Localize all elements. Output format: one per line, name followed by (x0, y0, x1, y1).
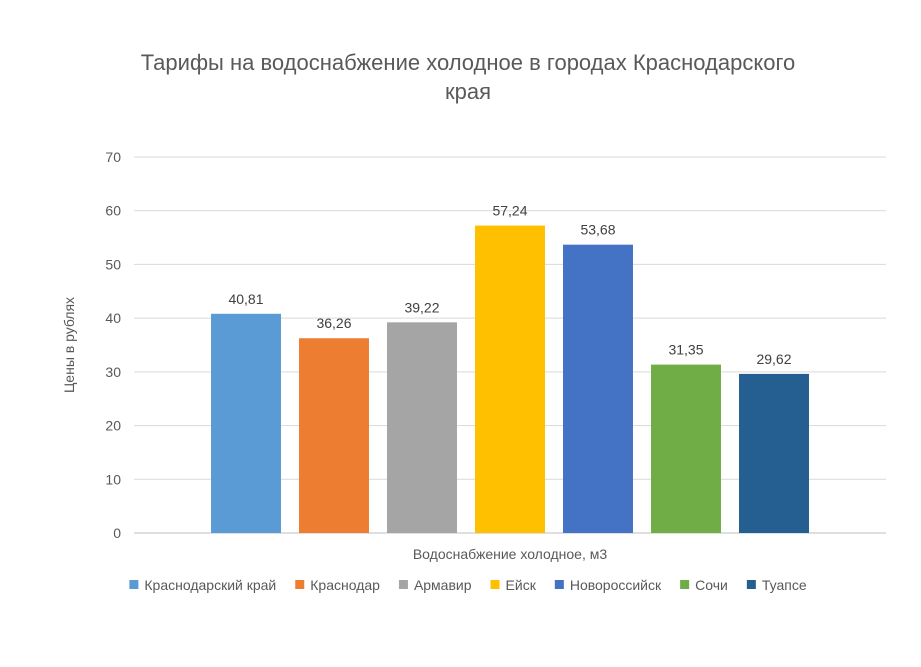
legend-item[interactable]: Ейск (490, 577, 537, 593)
bar[interactable] (651, 364, 721, 533)
bars (211, 225, 809, 533)
legend-item[interactable]: Сочи (680, 577, 728, 593)
y-tick-label: 20 (105, 418, 121, 434)
y-axis-ticks: 0 10 20 30 40 50 60 70 (105, 149, 121, 541)
bar[interactable] (299, 338, 369, 533)
data-label: 31,35 (668, 342, 703, 358)
y-tick-label: 0 (113, 525, 121, 541)
legend-swatch (129, 580, 139, 589)
data-label: 57,24 (492, 203, 527, 219)
bar[interactable] (387, 322, 457, 533)
bar[interactable] (475, 225, 545, 533)
bar[interactable] (211, 313, 281, 533)
chart-title-line-1: Тарифы на водоснабжение холодное в город… (141, 50, 796, 75)
legend-label: Ейск (506, 577, 537, 593)
legend-label: Армавир (414, 577, 472, 593)
legend-swatch (398, 580, 408, 589)
legend-swatch (746, 580, 756, 589)
data-label: 40,81 (228, 291, 263, 307)
legend-item[interactable]: Краснодарский край (129, 577, 276, 593)
y-tick-label: 60 (105, 203, 121, 219)
data-label: 53,68 (580, 222, 615, 238)
x-axis-label: Водоснабжение холодное, м3 (413, 546, 608, 562)
y-tick-label: 40 (105, 310, 121, 326)
legend-item[interactable]: Туапсе (746, 577, 807, 593)
legend-label: Новороссийск (570, 577, 662, 593)
legend[interactable]: Краснодарский край Краснодар Армавир Ейск Но… (129, 577, 807, 593)
legend-item[interactable]: Армавир (398, 577, 472, 593)
legend-item[interactable]: Новороссийск (554, 577, 662, 593)
data-label: 36,26 (316, 315, 351, 331)
legend-label: Туапсе (762, 577, 807, 593)
data-label: 39,22 (404, 299, 439, 315)
bar[interactable] (739, 373, 809, 533)
legend-item[interactable]: Краснодар (295, 577, 380, 593)
y-tick-label: 30 (105, 364, 121, 380)
y-axis-label: Цены в рублях (61, 297, 77, 393)
y-tick-label: 70 (105, 149, 121, 165)
legend-swatch (295, 580, 305, 589)
legend-label: Краснодар (310, 577, 380, 593)
legend-swatch (680, 580, 690, 589)
data-label: 29,62 (756, 351, 791, 367)
bar[interactable] (563, 244, 633, 533)
legend-label: Краснодарский край (144, 577, 276, 593)
y-tick-label: 50 (105, 256, 121, 272)
legend-swatch (554, 580, 564, 589)
legend-label: Сочи (695, 577, 728, 593)
data-labels: 40,81 36,26 39,22 57,24 53,68 31,35 29,62 (228, 203, 791, 367)
y-tick-label: 10 (105, 471, 121, 487)
chart-title-line-2: края (445, 79, 491, 104)
legend-swatch (490, 580, 500, 589)
